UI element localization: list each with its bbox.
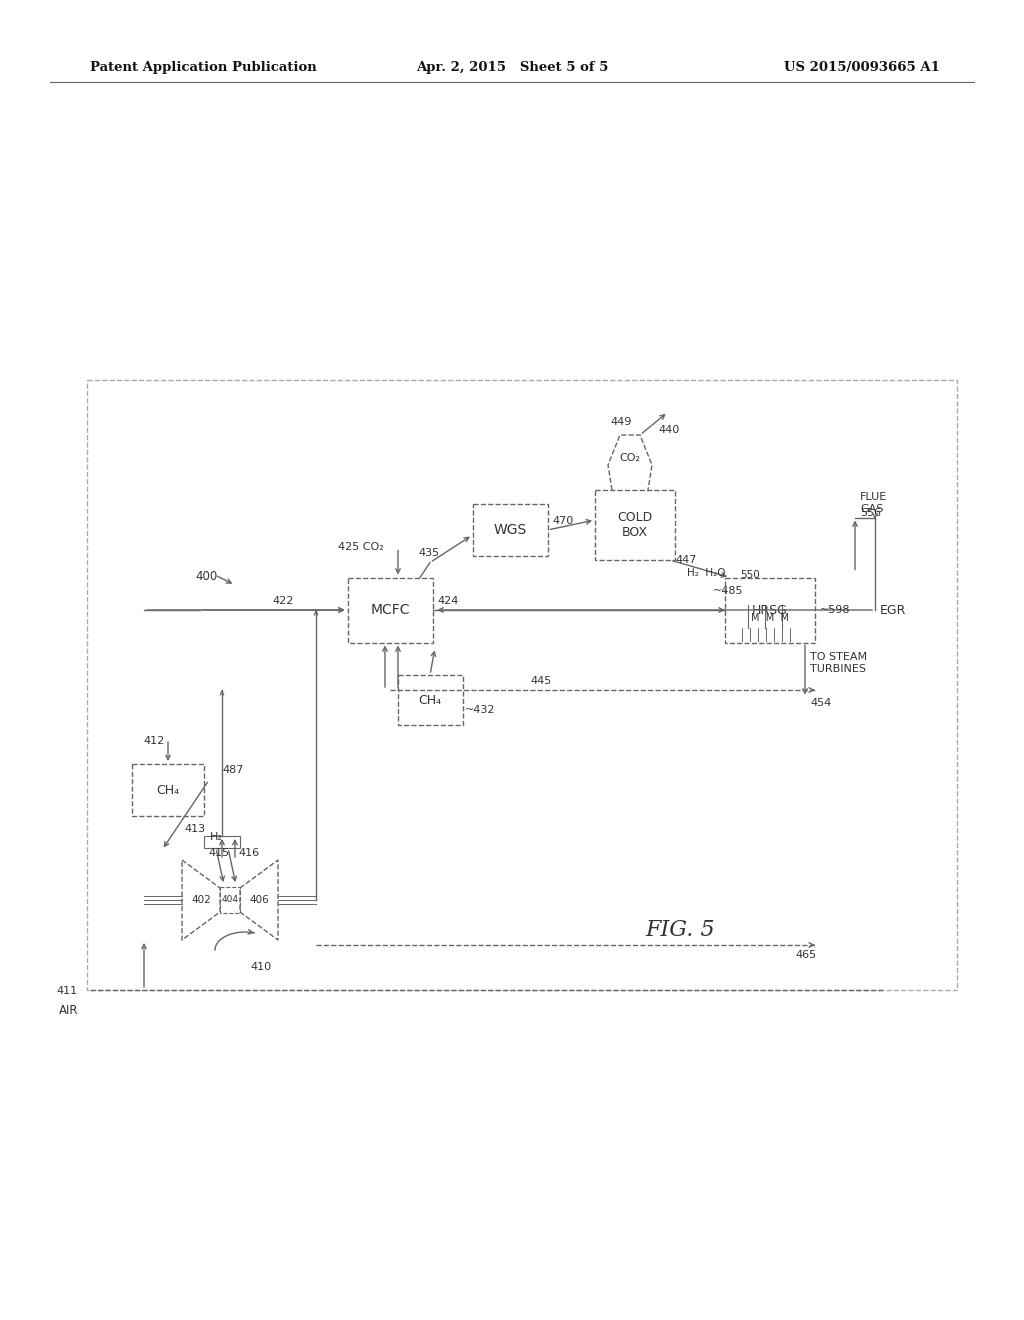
Text: 440: 440 xyxy=(658,425,679,436)
Text: H₂: H₂ xyxy=(210,832,223,842)
FancyBboxPatch shape xyxy=(397,675,463,725)
Text: ~485: ~485 xyxy=(713,586,743,595)
Text: 415: 415 xyxy=(208,847,229,858)
Text: 424: 424 xyxy=(437,597,459,606)
Text: 411: 411 xyxy=(57,986,78,997)
FancyBboxPatch shape xyxy=(132,764,204,816)
Text: 404: 404 xyxy=(221,895,239,904)
FancyBboxPatch shape xyxy=(204,836,240,847)
Text: CH₄: CH₄ xyxy=(157,784,179,796)
Text: 413: 413 xyxy=(184,824,205,834)
Text: 447: 447 xyxy=(675,554,696,565)
Text: 550: 550 xyxy=(740,569,760,579)
Text: 422: 422 xyxy=(272,597,293,606)
FancyBboxPatch shape xyxy=(595,490,675,560)
Text: EGR: EGR xyxy=(880,603,906,616)
Text: HRSG: HRSG xyxy=(752,603,787,616)
Text: WGS: WGS xyxy=(494,523,526,537)
Text: 400: 400 xyxy=(195,570,217,583)
Text: COLD
BOX: COLD BOX xyxy=(617,511,652,539)
Text: 470: 470 xyxy=(553,516,573,525)
Text: 406: 406 xyxy=(249,895,269,906)
Text: 435: 435 xyxy=(418,548,439,557)
Text: 556: 556 xyxy=(860,507,881,517)
Text: 402: 402 xyxy=(191,895,211,906)
Text: US 2015/0093665 A1: US 2015/0093665 A1 xyxy=(784,62,940,74)
FancyBboxPatch shape xyxy=(472,504,548,556)
Text: MCFC: MCFC xyxy=(371,603,410,616)
Text: AIR: AIR xyxy=(58,1005,78,1016)
Text: Patent Application Publication: Patent Application Publication xyxy=(90,62,316,74)
Text: 487: 487 xyxy=(222,766,244,775)
Text: Apr. 2, 2015   Sheet 5 of 5: Apr. 2, 2015 Sheet 5 of 5 xyxy=(416,62,608,74)
Text: 410: 410 xyxy=(250,962,271,972)
Text: FIG. 5: FIG. 5 xyxy=(645,919,715,941)
Text: 425 CO₂: 425 CO₂ xyxy=(338,543,384,553)
Text: ~598: ~598 xyxy=(820,605,851,615)
FancyBboxPatch shape xyxy=(220,887,240,913)
Text: TO STEAM
TURBINES: TO STEAM TURBINES xyxy=(810,652,867,675)
Text: ~432: ~432 xyxy=(465,705,495,715)
FancyBboxPatch shape xyxy=(725,578,815,643)
Text: FLUE
GAS: FLUE GAS xyxy=(860,492,887,513)
Text: 445: 445 xyxy=(530,676,551,686)
Text: M  M  M: M M M xyxy=(751,612,790,623)
Text: 465: 465 xyxy=(795,950,816,960)
Text: 454: 454 xyxy=(810,697,831,708)
Text: 416: 416 xyxy=(238,847,259,858)
Text: 412: 412 xyxy=(143,737,164,746)
Text: CH₄: CH₄ xyxy=(419,693,441,706)
FancyBboxPatch shape xyxy=(347,578,432,643)
Text: H₂  H₂O: H₂ H₂O xyxy=(687,568,725,578)
Text: 449: 449 xyxy=(610,417,632,426)
Text: CO₂: CO₂ xyxy=(620,453,640,463)
